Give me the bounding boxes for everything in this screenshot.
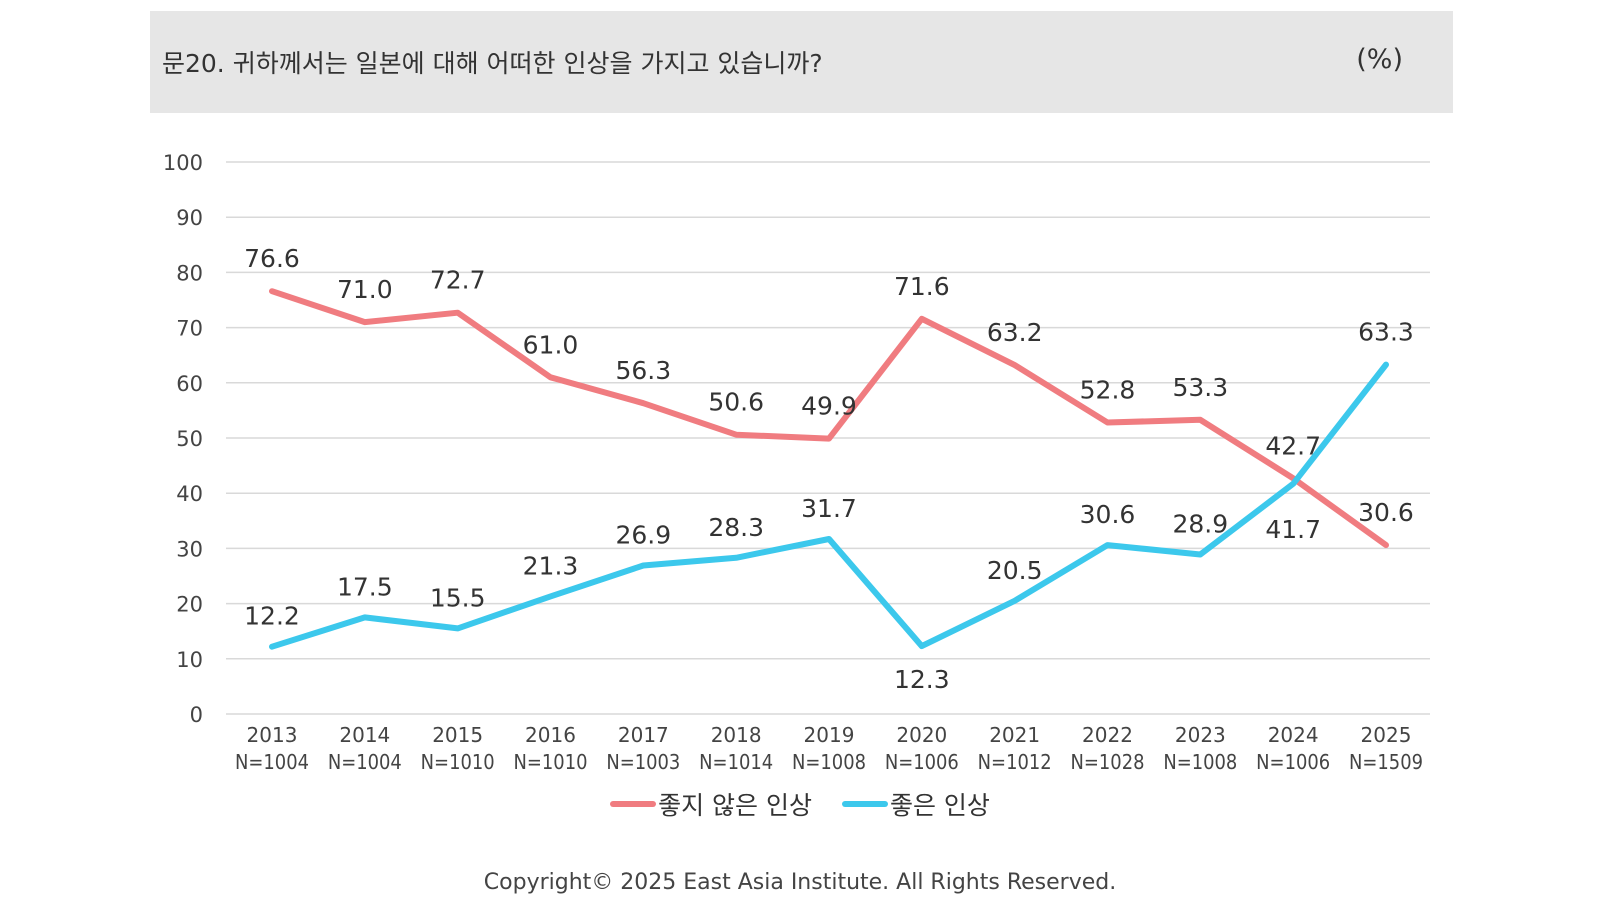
x-sample-size-label: N=1006	[885, 750, 959, 774]
y-tick-label: 40	[176, 482, 203, 506]
data-label: 53.3	[1172, 373, 1228, 402]
data-label: 28.9	[1172, 509, 1228, 538]
x-sample-size-label: N=1006	[1256, 750, 1330, 774]
legend-item-unfavorable: 좋지 않은 인상	[610, 786, 812, 822]
data-label: 63.2	[987, 318, 1043, 347]
x-tick-label: 2025	[1361, 723, 1412, 747]
legend-swatch-favorable	[841, 801, 888, 807]
legend-label-favorable: 좋은 인상	[889, 791, 990, 820]
data-label: 30.6	[1080, 500, 1136, 529]
x-tick-label: 2023	[1175, 723, 1226, 747]
y-tick-label: 60	[176, 372, 203, 396]
data-label: 28.3	[708, 513, 764, 542]
data-label: 15.5	[430, 583, 486, 612]
y-tick-label: 90	[176, 206, 203, 230]
x-sample-size-label: N=1028	[1071, 750, 1145, 774]
x-tick-label: 2016	[525, 723, 576, 747]
data-label: 76.6	[244, 244, 300, 273]
x-sample-size-label: N=1012	[978, 750, 1052, 774]
chart-legend: 좋지 않은 인상 좋은 인상	[0, 786, 1600, 822]
x-tick-label: 2014	[339, 723, 390, 747]
y-tick-label: 10	[176, 648, 203, 672]
unit-label: (%)	[1356, 44, 1403, 75]
data-label: 52.8	[1080, 376, 1136, 405]
x-tick-label: 2015	[432, 723, 483, 747]
x-tick-label: 2018	[711, 723, 762, 747]
data-label: 20.5	[987, 556, 1043, 585]
data-label: 50.6	[708, 388, 764, 417]
data-label: 12.3	[894, 665, 950, 694]
series-line-favorable	[269, 361, 1389, 650]
data-label: 63.3	[1358, 318, 1414, 347]
x-sample-size-label: N=1008	[1163, 750, 1237, 774]
data-label: 71.6	[894, 272, 950, 301]
legend-swatch-unfavorable	[610, 801, 657, 807]
y-tick-label: 50	[176, 427, 203, 451]
x-tick-label: 2022	[1082, 723, 1133, 747]
line-chart: 0 10 20 30 40 50 60 70 80 90 100 2013 N=1004 2014 N=10…	[163, 151, 1430, 774]
x-sample-size-label: N=1010	[421, 750, 495, 774]
data-label: 17.5	[337, 572, 393, 601]
data-label: 26.9	[615, 521, 671, 550]
data-label: 41.7	[1265, 515, 1321, 544]
x-sample-size-label: N=1003	[606, 750, 680, 774]
data-label: 49.9	[801, 392, 857, 421]
x-tick-label: 2021	[989, 723, 1040, 747]
legend-item-favorable: 좋은 인상	[841, 786, 990, 822]
x-sample-size-label: N=1004	[235, 750, 309, 774]
data-label: 12.2	[244, 602, 300, 631]
y-tick-label: 20	[176, 593, 203, 617]
x-tick-label: 2013	[247, 723, 298, 747]
x-sample-size-label: N=1509	[1349, 750, 1423, 774]
x-tick-label: 2020	[896, 723, 947, 747]
data-label: 61.0	[523, 330, 579, 359]
data-label: 21.3	[523, 551, 579, 580]
y-tick-label: 70	[176, 317, 203, 341]
x-sample-size-label: N=1010	[514, 750, 588, 774]
data-label: 71.0	[337, 275, 393, 304]
data-label: 31.7	[801, 494, 857, 523]
x-sample-size-label: N=1004	[328, 750, 402, 774]
x-tick-label: 2017	[618, 723, 669, 747]
x-sample-size-label: N=1008	[792, 750, 866, 774]
data-label: 56.3	[615, 356, 671, 385]
data-label: 42.7	[1265, 431, 1321, 460]
y-tick-label: 100	[163, 151, 203, 175]
data-label: 72.7	[430, 266, 486, 295]
data-label: 30.6	[1358, 498, 1414, 527]
y-tick-label: 80	[176, 261, 203, 285]
x-tick-label: 2024	[1268, 723, 1319, 747]
legend-label-unfavorable: 좋지 않은 인상	[658, 791, 812, 820]
x-sample-size-label: N=1014	[699, 750, 773, 774]
question-header: 문20. 귀하께서는 일본에 대해 어떠한 인상을 가지고 있습니까? (%)	[150, 11, 1453, 113]
copyright-notice: Copyright© 2025 East Asia Institute. All…	[483, 870, 1117, 895]
y-tick-label: 0	[190, 703, 203, 727]
y-tick-label: 30	[176, 537, 203, 561]
x-tick-label: 2019	[804, 723, 855, 747]
series-line-unfavorable	[269, 288, 1389, 549]
question-title: 문20. 귀하께서는 일본에 대해 어떠한 인상을 가지고 있습니까?	[162, 49, 823, 78]
